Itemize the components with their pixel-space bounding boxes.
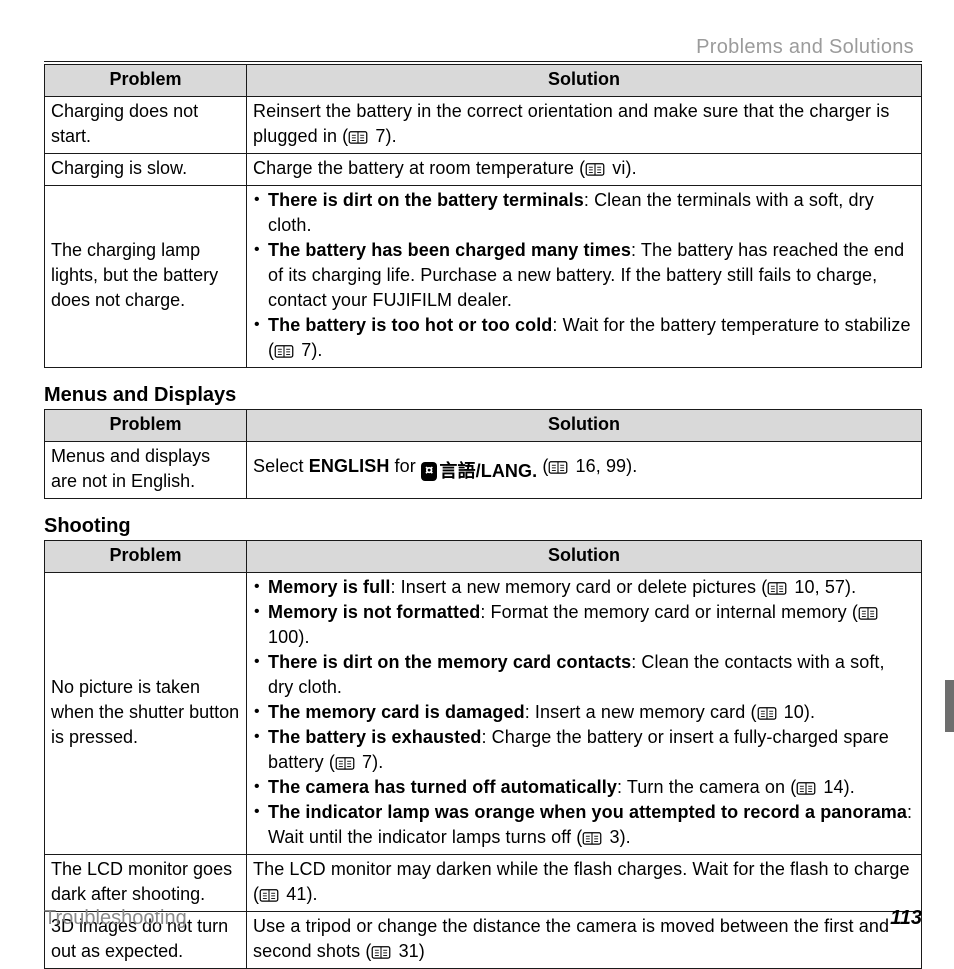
section-title-menus: Menus and Displays xyxy=(44,384,922,407)
problem-cell: No picture is taken when the shutter but… xyxy=(45,573,247,855)
solution-bullet: The indicator lamp was orange when you a… xyxy=(253,800,915,850)
solution-bullet: There is dirt on the battery terminals: … xyxy=(253,188,915,238)
solution-bullet: The battery has been charged many times:… xyxy=(253,238,915,313)
col-solution: Solution xyxy=(247,410,922,442)
running-head: Problems and Solutions xyxy=(44,36,914,59)
page-ref-icon xyxy=(259,888,279,902)
solution-bullet: Memory is not formatted: Format the memo… xyxy=(253,600,915,650)
page-ref-icon xyxy=(371,945,391,959)
problem-cell: The LCD monitor goes dark after shooting… xyxy=(45,855,247,912)
solution-bullet: The battery is too hot or too cold: Wait… xyxy=(253,313,915,363)
solution-cell: Memory is full: Insert a new memory card… xyxy=(247,573,922,855)
solution-cell: Charge the battery at room temperature (… xyxy=(247,154,922,186)
footer: Troubleshooting 113 xyxy=(44,907,922,930)
solution-cell: The LCD monitor may darken while the fla… xyxy=(247,855,922,912)
table-row: Charging is slow.Charge the battery at r… xyxy=(45,154,922,186)
page-ref-icon xyxy=(767,581,787,595)
battery-table: Problem Solution Charging does not start… xyxy=(44,64,922,368)
problem-cell: Charging is slow. xyxy=(45,154,247,186)
page-ref-icon xyxy=(858,606,878,620)
solution-cell: Select ENGLISH for ¤ 言語/LANG. ( 16, 99). xyxy=(247,442,922,499)
col-solution: Solution xyxy=(247,65,922,97)
menus-table: Problem Solution Menus and displays are … xyxy=(44,409,922,499)
col-problem: Problem xyxy=(45,541,247,573)
section-title-shooting: Shooting xyxy=(44,515,922,538)
problem-cell: Menus and displays are not in English. xyxy=(45,442,247,499)
col-problem: Problem xyxy=(45,65,247,97)
lang-setting-icon: ¤ 言語/LANG. xyxy=(421,459,537,484)
running-rule xyxy=(44,61,922,62)
page-ref-icon xyxy=(335,756,355,770)
problem-cell: The charging lamp lights, but the batter… xyxy=(45,186,247,368)
table-row: Menus and displays are not in English.Se… xyxy=(45,442,922,499)
table-row: Charging does not start.Reinsert the bat… xyxy=(45,97,922,154)
solution-bullet: The memory card is damaged: Insert a new… xyxy=(253,700,915,725)
page-ref-icon xyxy=(548,460,568,474)
shooting-table: Problem Solution No picture is taken whe… xyxy=(44,540,922,969)
page-ref-icon xyxy=(582,831,602,845)
table-row: The LCD monitor goes dark after shooting… xyxy=(45,855,922,912)
solution-cell: There is dirt on the battery terminals: … xyxy=(247,186,922,368)
solution-bullet: The battery is exhausted: Charge the bat… xyxy=(253,725,915,775)
page-ref-icon xyxy=(348,130,368,144)
solution-bullet: The camera has turned off automatically:… xyxy=(253,775,915,800)
page-ref-icon xyxy=(585,162,605,176)
page: Problems and Solutions Problem Solution … xyxy=(0,0,954,954)
page-ref-icon xyxy=(796,781,816,795)
footer-section: Troubleshooting xyxy=(44,907,187,930)
solution-bullet: There is dirt on the memory card contact… xyxy=(253,650,915,700)
solution-cell: Reinsert the battery in the correct orie… xyxy=(247,97,922,154)
col-solution: Solution xyxy=(247,541,922,573)
page-number: 113 xyxy=(890,907,922,930)
page-ref-icon xyxy=(274,344,294,358)
col-problem: Problem xyxy=(45,410,247,442)
page-ref-icon xyxy=(757,706,777,720)
table-row: No picture is taken when the shutter but… xyxy=(45,573,922,855)
problem-cell: Charging does not start. xyxy=(45,97,247,154)
solution-bullet: Memory is full: Insert a new memory card… xyxy=(253,575,915,600)
table-row: The charging lamp lights, but the batter… xyxy=(45,186,922,368)
